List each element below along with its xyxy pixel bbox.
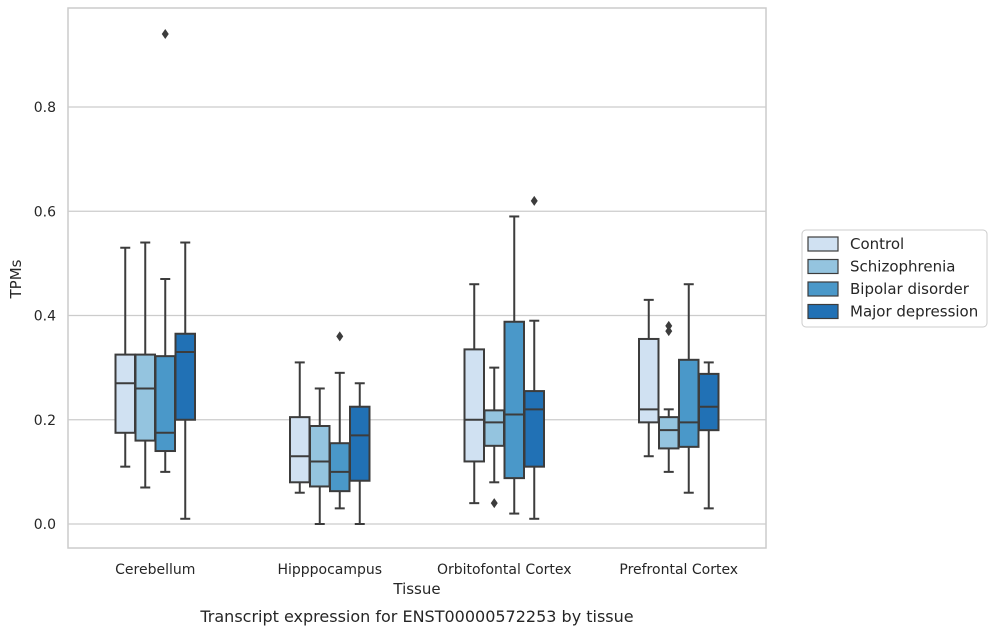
box-iqr	[483, 409, 505, 447]
box-control	[289, 361, 311, 494]
outlier-marker	[161, 29, 169, 40]
box-iqr	[289, 416, 311, 484]
outlier-marker	[665, 320, 673, 331]
box-control	[463, 283, 485, 505]
box-control	[638, 298, 660, 458]
box-iqr	[329, 442, 351, 493]
box-major-depression	[174, 241, 196, 520]
box-schizophrenia	[658, 320, 680, 473]
box-iqr	[154, 355, 176, 453]
box-iqr	[678, 358, 700, 448]
box-schizophrenia	[134, 241, 156, 489]
legend-swatch	[807, 281, 839, 297]
box-major-depression	[698, 361, 720, 510]
box-groups	[114, 29, 720, 525]
x-tick-label: Prefrontal Cortex	[619, 562, 738, 578]
legend-swatch	[807, 236, 839, 252]
box-major-depression	[349, 382, 371, 525]
legend-label: Bipolar disorder	[850, 280, 970, 298]
legend: Control Schizophrenia Bipolar disorder Majo…	[801, 229, 988, 328]
y-tick-label: 0.4	[34, 309, 56, 325]
box-iqr	[174, 332, 196, 421]
box-iqr	[463, 348, 485, 463]
x-tick-label: Orbitofontal Cortex	[437, 562, 572, 578]
box-control	[114, 246, 136, 468]
legend-swatch	[807, 258, 839, 275]
legend-label: Control	[850, 235, 904, 253]
box-bipolar-disorder	[503, 215, 525, 515]
box-iqr	[658, 416, 680, 450]
legend-swatch	[807, 303, 839, 320]
gridlines	[68, 106, 766, 525]
outlier-marker	[665, 326, 673, 337]
y-axis-label: TPMs	[7, 259, 25, 299]
box-schizophrenia	[309, 387, 331, 525]
x-tick-label: Cerebellum	[115, 562, 195, 578]
box-iqr	[503, 320, 525, 480]
y-axis-ticks: 0.0 0.2 0.4 0.6 0.8	[34, 100, 56, 533]
x-axis-label: Tissue	[392, 580, 440, 598]
box-iqr	[114, 353, 136, 434]
box-bipolar-disorder	[329, 331, 351, 510]
box-iqr	[349, 405, 371, 482]
box-iqr	[698, 372, 720, 432]
legend-frame	[801, 229, 988, 328]
outlier-marker	[490, 498, 498, 509]
box-iqr	[638, 337, 660, 424]
y-tick-label: 0.2	[34, 413, 56, 429]
box-major-depression	[523, 195, 545, 520]
outlier-marker	[530, 195, 538, 206]
y-tick-label: 0.8	[34, 100, 56, 116]
box-iqr	[134, 353, 156, 442]
box-iqr	[523, 390, 545, 468]
box-bipolar-disorder	[154, 29, 176, 473]
legend-label: Schizophrenia	[850, 258, 955, 276]
box-schizophrenia	[483, 366, 505, 509]
y-tick-label: 0.6	[34, 204, 56, 220]
plot-frame	[67, 7, 767, 549]
x-axis-ticks: Cerebellum Hipppocampus Orbitofontal Corte…	[115, 562, 738, 578]
y-tick-label: 0.0	[34, 517, 56, 533]
outlier-marker	[336, 331, 344, 342]
box-iqr	[309, 425, 331, 488]
x-tick-label: Hipppocampus	[277, 562, 382, 578]
box-bipolar-disorder	[678, 283, 700, 494]
chart-caption: Transcript expression for ENST0000057225…	[199, 607, 633, 626]
legend-label: Major depression	[850, 303, 978, 321]
